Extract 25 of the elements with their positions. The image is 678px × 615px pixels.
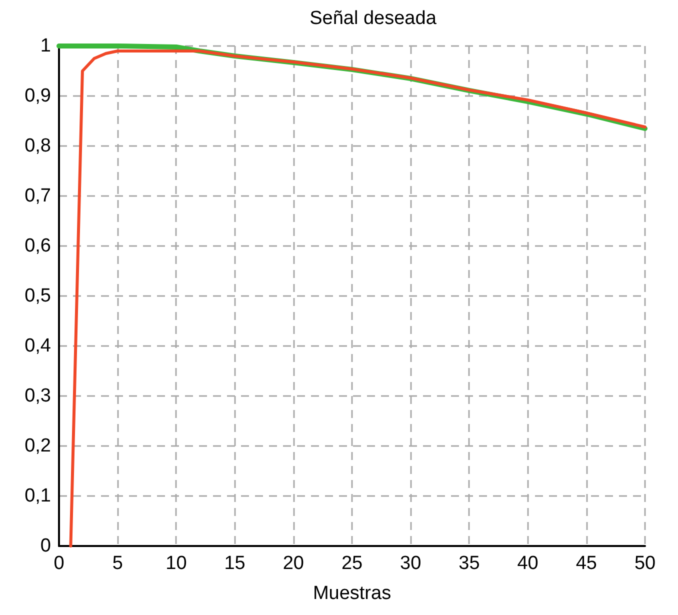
x-tick-label: 35 xyxy=(458,553,480,574)
x-tick-label: 30 xyxy=(400,553,422,574)
y-tick-label: 1 xyxy=(40,36,51,56)
x-tick-label: 0 xyxy=(54,553,64,574)
y-tick-label: 0,7 xyxy=(24,186,51,206)
x-tick-label: 40 xyxy=(517,553,538,574)
y-tick-label: 0,5 xyxy=(24,286,51,306)
y-tick-label: 0,3 xyxy=(24,386,51,406)
y-tick-label: 0 xyxy=(40,536,51,556)
x-tick-label: 10 xyxy=(166,553,187,574)
y-tick-label: 0,2 xyxy=(24,436,51,456)
x-tick-label: 5 xyxy=(112,553,123,574)
x-tick-label: 45 xyxy=(576,553,597,574)
line-series xyxy=(69,50,646,548)
x-tick-label: 15 xyxy=(224,553,246,574)
y-tick-label: 0,8 xyxy=(24,136,51,156)
y-tick-label: 0,6 xyxy=(24,236,51,256)
y-tick-label: 0,4 xyxy=(24,336,52,356)
x-tick-label: 50 xyxy=(634,553,656,574)
x-tick-label: 20 xyxy=(282,553,304,574)
y-tick-label: 0,1 xyxy=(24,486,51,506)
y-tick-label: 0,9 xyxy=(24,86,51,106)
x-axis-title: Muestras xyxy=(312,583,392,604)
chart-title: Señal deseada xyxy=(310,8,437,29)
x-tick-label: 25 xyxy=(341,553,363,574)
